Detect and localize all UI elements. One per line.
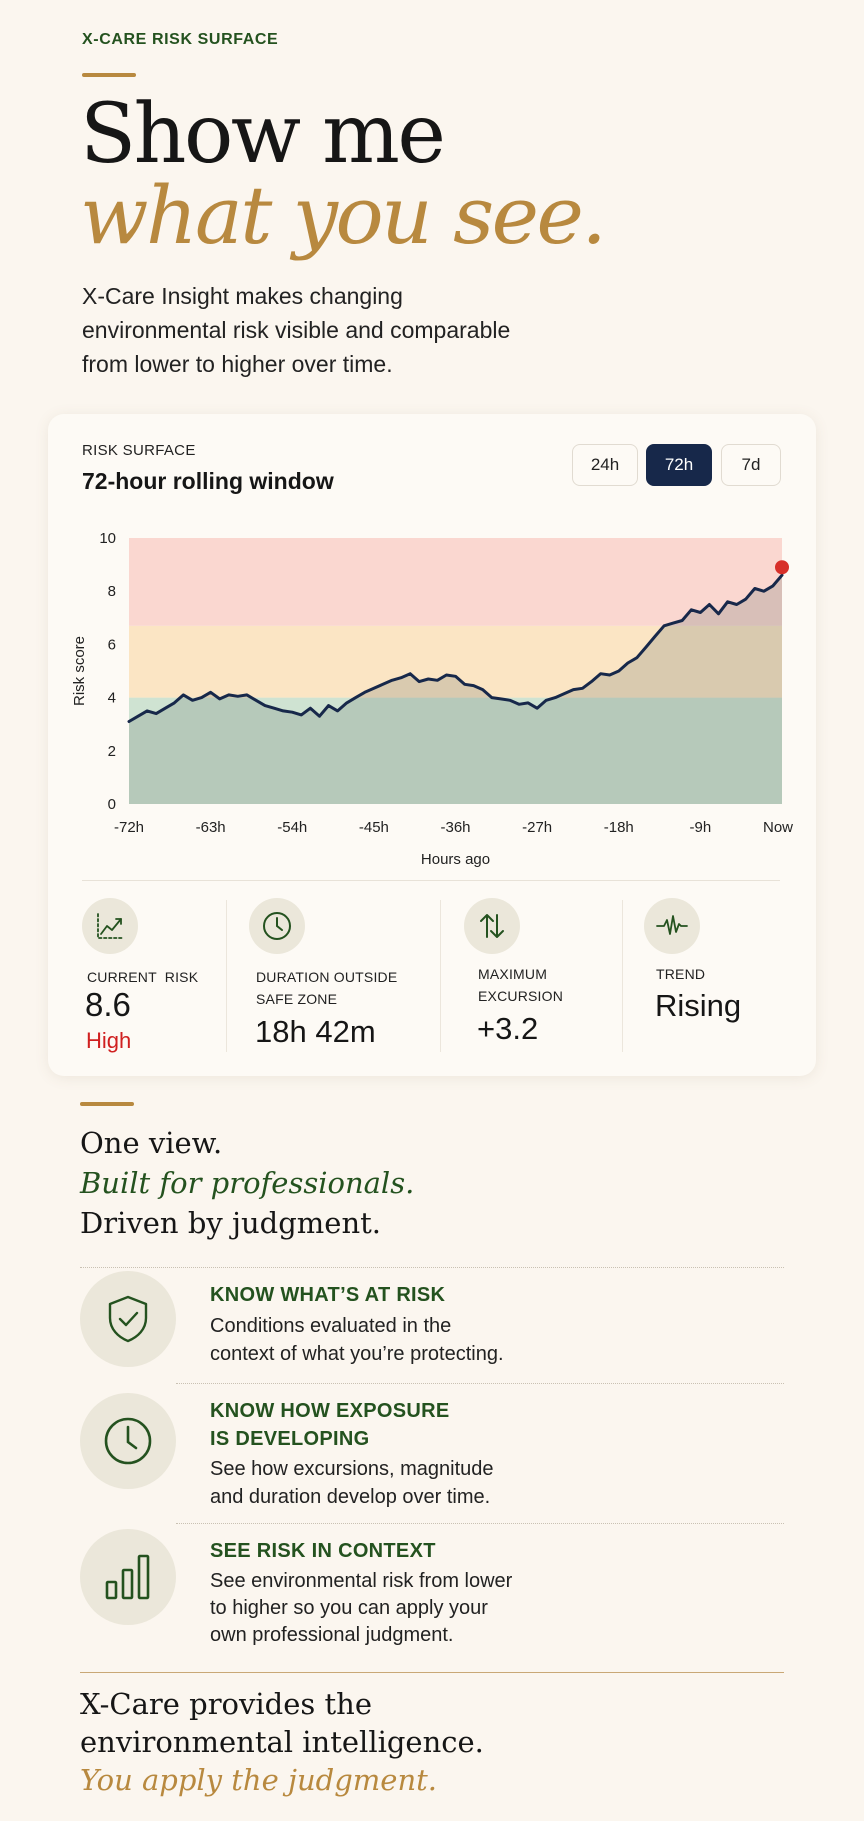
stat-divider	[622, 900, 623, 1052]
feature-title-line: KNOW HOW EXPOSURE	[210, 1400, 450, 1422]
stat-current-risk-value: 8.6	[85, 986, 131, 1023]
feature-desc-line: Conditions evaluated in the	[210, 1315, 452, 1337]
y-axis-label: Risk score	[71, 636, 88, 706]
feature-divider	[80, 1267, 784, 1268]
closing-rule	[80, 1672, 784, 1673]
stat-trend-label: TREND	[656, 966, 706, 982]
stat-duration-label-line2: SAFE ZONE	[256, 991, 338, 1007]
trend-chart-icon	[82, 898, 138, 954]
x-tick-label: -36h	[440, 819, 470, 836]
x-tick-label: -63h	[196, 819, 226, 836]
x-tick-label: Now	[763, 819, 793, 836]
up-down-arrows-icon	[464, 898, 520, 954]
range-24h-button[interactable]: 24h	[572, 444, 638, 486]
y-tick-label: 4	[108, 690, 116, 707]
section-heading: One view. Built for professionals. Drive…	[80, 1123, 414, 1243]
section-heading-line1: One view.	[80, 1126, 223, 1160]
range-7d-button[interactable]: 7d	[721, 444, 781, 486]
stat-divider	[226, 900, 227, 1052]
hero-title: Show me	[80, 87, 446, 182]
feature-divider	[176, 1523, 784, 1524]
section-accent-rule	[80, 1102, 134, 1106]
feature-desc-line: to higher so you can apply your	[210, 1597, 488, 1619]
feature-title: KNOW WHAT’S AT RISK	[210, 1284, 446, 1306]
feature-desc-line: See how excursions, magnitude	[210, 1458, 494, 1480]
y-tick-label: 0	[108, 796, 116, 813]
risk-chart: 0 2 4 6 8 10 -72h -63h -54h -45h -36h -27h -18h -9h No…	[71, 530, 793, 868]
bar-chart-icon	[80, 1529, 176, 1625]
risk-score-line	[127, 573, 784, 723]
y-tick-label: 8	[108, 583, 116, 600]
y-tick-label: 6	[108, 636, 116, 653]
x-axis-label: Hours ago	[421, 851, 490, 868]
feature-desc-line: and duration develop over time.	[210, 1486, 491, 1508]
card-eyebrow: RISK SURFACE	[82, 442, 196, 459]
stat-duration-value: 18h 42m	[255, 1014, 376, 1049]
risk-band-1	[129, 625, 782, 698]
x-tick-label: -72h	[114, 819, 144, 836]
feature-divider	[176, 1383, 784, 1384]
x-tick-label: -54h	[277, 819, 307, 836]
closing-line1: X-Care provides the	[80, 1687, 372, 1721]
stat-divider	[440, 900, 441, 1052]
intro-text: X-Care Insight makes changing environmen…	[82, 283, 511, 377]
risk-surface-card: RISK SURFACE 72-hour rolling window 24h …	[48, 414, 816, 1076]
risk-area	[129, 575, 782, 804]
section-heading-line3: Driven by judgment.	[80, 1206, 382, 1240]
page-eyebrow: X-CARE RISK SURFACE	[82, 31, 279, 48]
section-heading-line2: Built for professionals.	[80, 1166, 415, 1200]
feature-title-line: IS DEVELOPING	[210, 1428, 370, 1450]
header-accent-rule	[82, 73, 136, 77]
stat-current-risk-level: High	[86, 1028, 132, 1053]
hero-subtitle: what you see.	[80, 169, 607, 262]
x-tick-label: -45h	[359, 819, 389, 836]
feature-desc-line: own professional judgment.	[210, 1624, 454, 1646]
clock-icon	[249, 898, 305, 954]
current-risk-point	[775, 560, 789, 575]
stat-duration-label-line1: DURATION OUTSIDE	[256, 969, 398, 985]
risk-band-2	[129, 538, 782, 626]
feature-title: SEE RISK IN CONTEXT	[210, 1540, 436, 1562]
card-title: 72-hour rolling window	[82, 468, 334, 494]
closing-line2: environmental intelligence.	[80, 1725, 484, 1759]
stat-excursion-label-line2: EXCURSION	[478, 988, 564, 1004]
stat-excursion-label-line1: MAXIMUM	[478, 966, 548, 982]
x-tick-label: -18h	[604, 819, 634, 836]
pulse-icon	[644, 898, 700, 954]
y-tick-label: 10	[99, 530, 116, 547]
risk-band-0	[129, 697, 782, 804]
stats-divider	[82, 880, 780, 881]
y-tick-label: 2	[108, 743, 116, 760]
range-72h-button[interactable]: 72h	[646, 444, 712, 486]
feature-desc-line: context of what you’re protecting.	[210, 1343, 504, 1365]
feature-desc-line: See environmental risk from lower	[210, 1570, 513, 1592]
x-tick-label: -27h	[522, 819, 552, 836]
stat-current-risk-label: CURRENT RISK	[87, 969, 199, 985]
closing-line3: You apply the judgment.	[80, 1763, 437, 1797]
shield-check-icon	[80, 1271, 176, 1367]
x-tick-label: -9h	[690, 819, 712, 836]
closing-statement: X-Care provides the environmental intell…	[80, 1685, 484, 1799]
stat-excursion-value: +3.2	[477, 1011, 539, 1046]
clock-icon	[80, 1393, 176, 1489]
stat-trend-value: Rising	[655, 988, 742, 1023]
